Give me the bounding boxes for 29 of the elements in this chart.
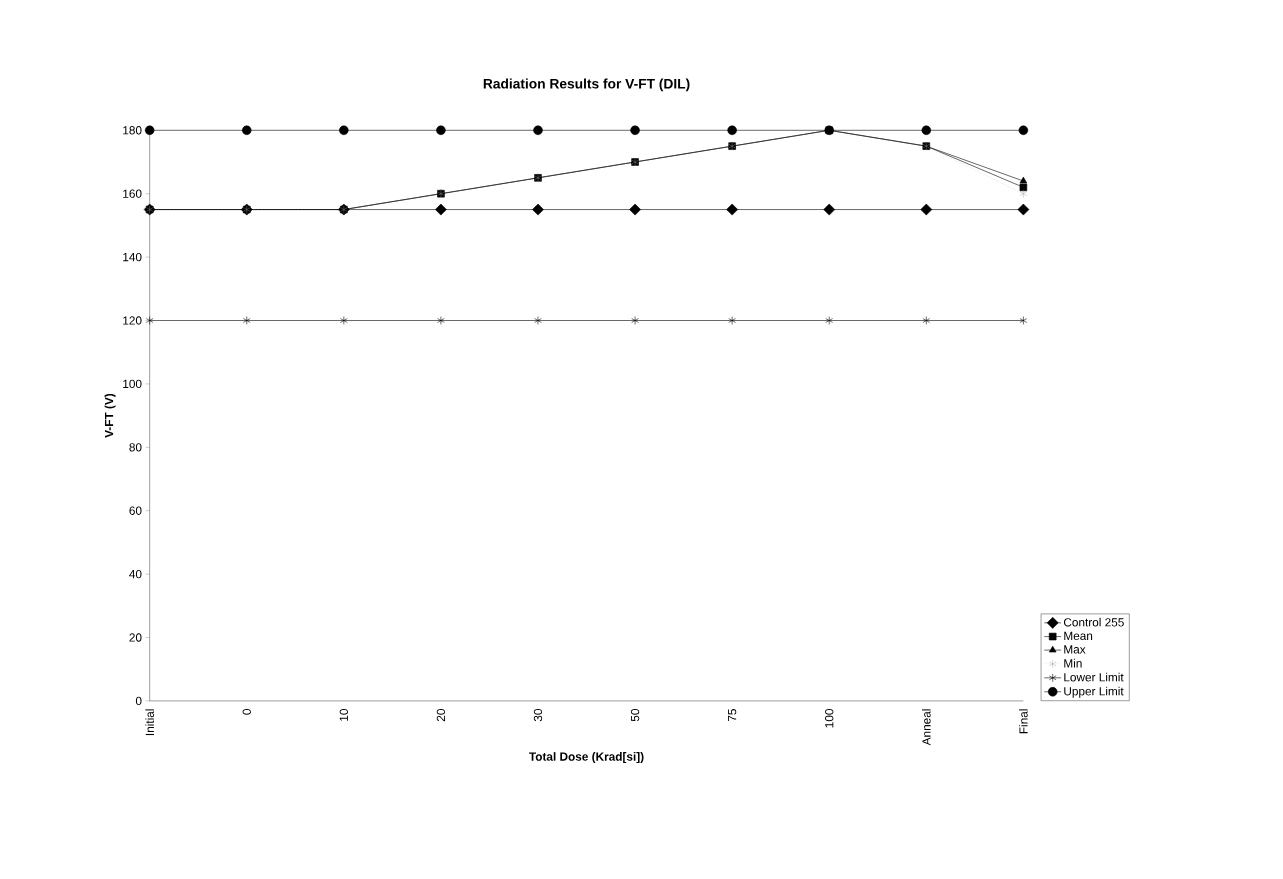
x-tick-label: 100	[825, 709, 834, 728]
legend-label: Upper Limit	[1064, 686, 1124, 698]
y-tick-label: 20	[129, 633, 142, 642]
y-tick-label: 140	[123, 253, 142, 262]
legend-label: Max	[1064, 645, 1086, 654]
x-tick-label: 75	[728, 709, 737, 722]
legend-label: Control 255	[1063, 618, 1124, 627]
y-tick-label: 100	[123, 379, 142, 389]
x-tick-label: Initial	[145, 709, 154, 736]
legend-label: Lower Limit	[1064, 673, 1124, 682]
y-tick-label: 40	[129, 570, 142, 579]
y-tick-label: 120	[123, 316, 142, 325]
x-tick-label: Final	[1019, 709, 1028, 734]
chart-title: Radiation Results for V-FT (DIL)	[483, 78, 690, 92]
x-tick-label: 10	[339, 709, 348, 722]
x-axis-title: Total Dose (Krad[si])	[529, 752, 644, 764]
y-tick-label: 80	[129, 443, 142, 452]
x-tick-label: 50	[630, 709, 640, 722]
x-tick-label: 0	[242, 709, 251, 715]
x-tick-label: 30	[533, 709, 543, 722]
y-tick-label: 180	[123, 126, 142, 135]
y-tick-label: 160	[123, 189, 142, 199]
y-tick-label: 0	[135, 696, 142, 706]
legend-label: Mean	[1064, 631, 1093, 641]
y-tick-label: 60	[129, 506, 142, 516]
x-tick-label: Anneal	[921, 709, 931, 746]
y-axis-title: V-FT (V)	[104, 394, 116, 439]
legend-label: Min	[1064, 659, 1082, 668]
x-tick-label: 20	[436, 709, 446, 722]
